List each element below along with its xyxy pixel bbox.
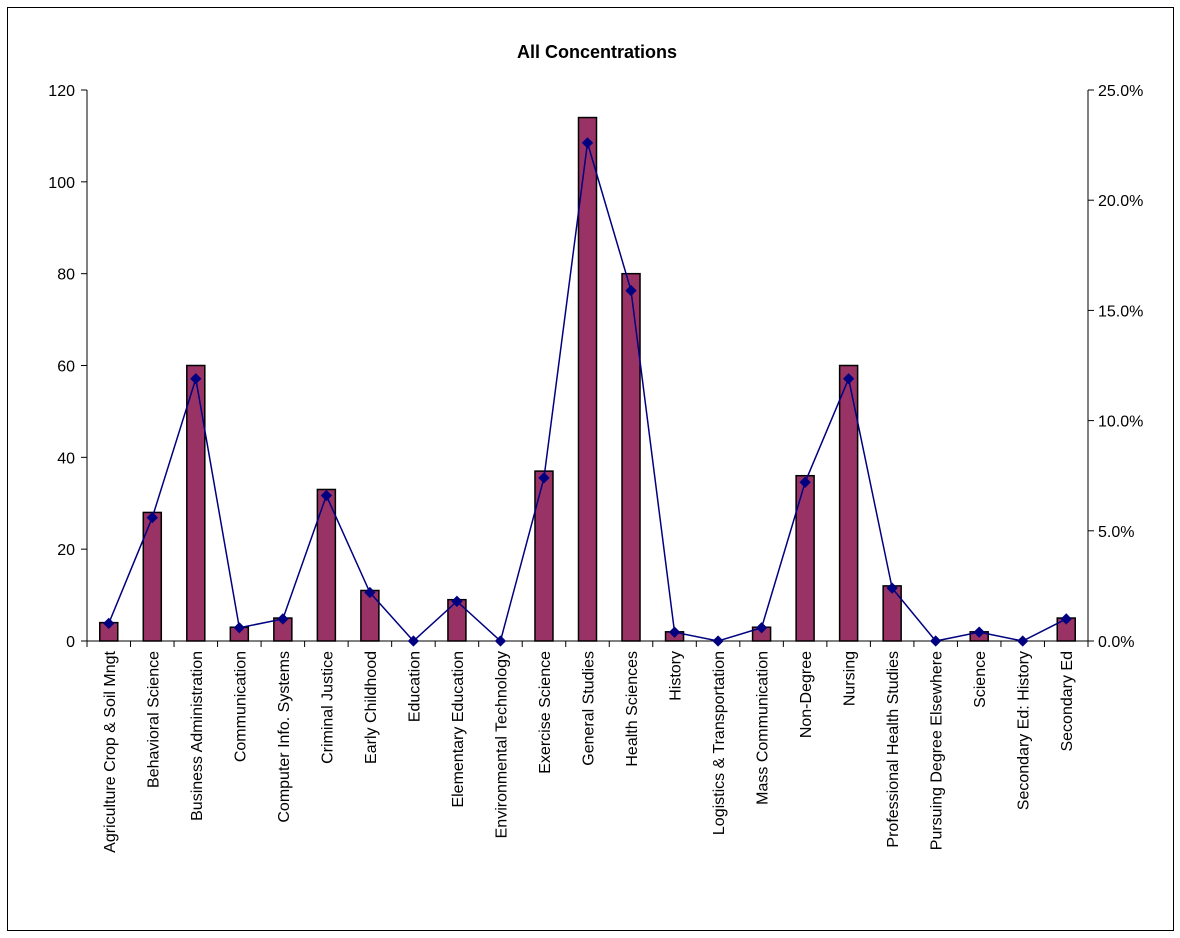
x-tick-label: Behavioral Science bbox=[145, 651, 162, 788]
line-point-marker bbox=[233, 622, 245, 634]
bar bbox=[316, 488, 337, 642]
line-point-marker bbox=[930, 635, 942, 647]
y-tick-label: 0 bbox=[66, 634, 75, 651]
y2-tick-label: 0.0% bbox=[1098, 634, 1134, 651]
x-tick-label: Education bbox=[406, 651, 423, 722]
x-tick-label: Pursuing Degree Elsewhere bbox=[929, 651, 946, 850]
x-tick-label: Environmental Technology bbox=[493, 651, 510, 838]
line-point-marker bbox=[886, 582, 898, 594]
y2-tick-label: 15.0% bbox=[1098, 303, 1143, 320]
line-point-marker bbox=[277, 613, 289, 625]
x-tick-label: Health Sciences bbox=[624, 651, 641, 767]
x-tick-label: Mass Communication bbox=[755, 651, 772, 805]
x-tick-label: General Studies bbox=[581, 651, 598, 766]
x-tick-label: Non-Degree bbox=[798, 651, 815, 738]
line-point-marker bbox=[755, 622, 768, 634]
line-point-marker bbox=[625, 284, 637, 297]
x-tick-label: History bbox=[668, 651, 685, 701]
x-tick-label: Early Childhood bbox=[363, 651, 380, 764]
bar bbox=[838, 364, 859, 642]
y-tick-label: 100 bbox=[48, 175, 75, 192]
y-tick-label: 120 bbox=[48, 83, 75, 100]
y-tick-label: 80 bbox=[57, 267, 75, 284]
y2-tick-label: 20.0% bbox=[1098, 193, 1143, 210]
line-point-marker bbox=[320, 489, 333, 502]
y2-tick-label: 5.0% bbox=[1098, 524, 1134, 541]
tick-labels: 0 20 40 60 80 100 120 0.0% 5.0% 10.0% 15.0% 20.0% 25… bbox=[48, 83, 1143, 853]
line-point-marker bbox=[407, 635, 420, 647]
line-point-marker bbox=[146, 511, 158, 524]
line-point-marker bbox=[842, 373, 855, 385]
x-tick-label: Communication bbox=[232, 651, 249, 762]
bar bbox=[795, 474, 815, 642]
bar bbox=[186, 364, 206, 642]
x-tick-label: Professional Health Studies bbox=[885, 651, 902, 848]
chart-title: All Concentrations bbox=[517, 42, 677, 62]
bar bbox=[534, 470, 554, 642]
y-tick-label: 20 bbox=[57, 542, 75, 559]
x-tick-label: Computer Info. Systems bbox=[276, 651, 293, 823]
x-tick-label: Nursing bbox=[842, 651, 859, 706]
y2-tick-label: 25.0% bbox=[1098, 83, 1143, 100]
line-point-marker bbox=[799, 476, 811, 488]
line-point-marker bbox=[190, 373, 202, 385]
line-point-marker bbox=[581, 137, 594, 149]
line-point-marker bbox=[451, 595, 463, 607]
x-tick-label: Agriculture Crop & Soil Mngt bbox=[102, 650, 119, 852]
x-tick-label: Criminal Justice bbox=[319, 651, 336, 764]
bar-series bbox=[99, 116, 1076, 642]
y2-tick-label: 10.0% bbox=[1098, 414, 1143, 431]
x-tick-label: Science bbox=[972, 651, 989, 708]
line-point-marker bbox=[973, 626, 985, 638]
bar bbox=[882, 585, 902, 642]
line-point-marker bbox=[364, 586, 376, 599]
x-tick-label: Logistics & Transportation bbox=[711, 651, 728, 835]
y-tick-label: 60 bbox=[57, 359, 75, 376]
line-point-marker bbox=[1060, 613, 1072, 625]
line-point-marker bbox=[1017, 635, 1029, 647]
line-point-marker bbox=[538, 472, 550, 484]
x-tick-label: Elementary Education bbox=[450, 651, 467, 808]
x-tick-label: Business Administration bbox=[189, 651, 206, 821]
line-series bbox=[103, 137, 1072, 647]
line-point-marker bbox=[668, 626, 681, 638]
x-tick-label: Secondary Ed: History bbox=[1016, 651, 1033, 810]
line-point-marker bbox=[494, 635, 507, 647]
x-tick-label: Exercise Science bbox=[537, 651, 554, 774]
y-tick-label: 40 bbox=[57, 450, 75, 467]
line-point-marker bbox=[712, 635, 724, 647]
bar bbox=[621, 272, 641, 642]
bar bbox=[577, 116, 598, 642]
x-tick-label: Secondary Ed bbox=[1059, 651, 1076, 752]
